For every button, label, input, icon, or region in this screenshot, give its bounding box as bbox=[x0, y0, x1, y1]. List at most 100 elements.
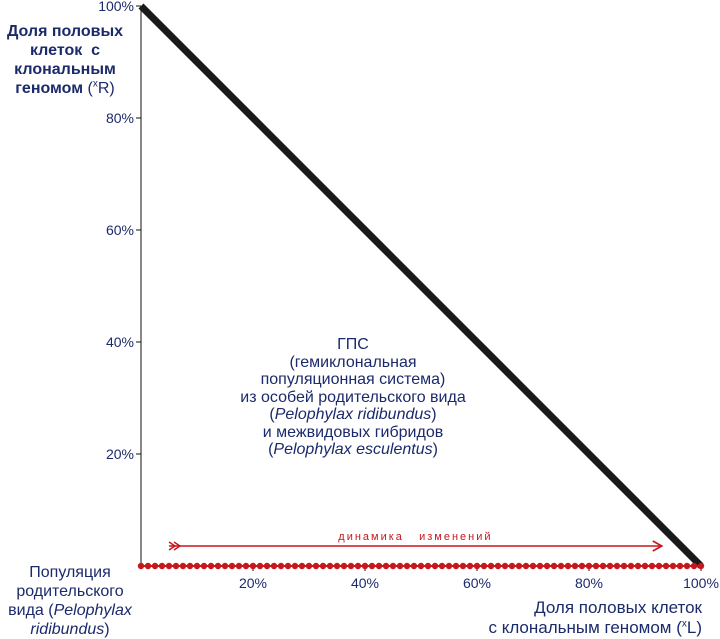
baseline-dot bbox=[151, 562, 159, 570]
baseline-dot bbox=[641, 562, 649, 570]
baseline-dot bbox=[459, 562, 467, 570]
baseline-dot bbox=[228, 562, 236, 570]
baseline-dot bbox=[508, 562, 516, 570]
baseline-dot bbox=[172, 562, 180, 570]
baseline-dot bbox=[298, 562, 306, 570]
annotation-line: ГПС bbox=[337, 336, 369, 353]
baseline-dot bbox=[193, 562, 201, 570]
baseline-dot bbox=[270, 562, 278, 570]
baseline-dot bbox=[305, 562, 313, 570]
diagonal-series-line bbox=[138, 3, 704, 569]
y-axis-label-line: (xR) bbox=[87, 78, 115, 97]
baseline-dot bbox=[277, 562, 285, 570]
baseline-dot bbox=[571, 562, 579, 570]
baseline-dot bbox=[613, 562, 621, 570]
baseline-dot bbox=[480, 562, 488, 570]
baseline-dot bbox=[424, 562, 432, 570]
arrow-tail bbox=[168, 541, 182, 551]
baseline-dot bbox=[403, 562, 411, 570]
baseline-dot bbox=[235, 562, 243, 570]
dynamics-arrow: динамика изменений bbox=[168, 531, 664, 552]
baseline-dot bbox=[592, 562, 600, 570]
baseline-dot bbox=[200, 562, 208, 570]
y-tick-label: 80% bbox=[106, 110, 134, 126]
baseline-dot bbox=[620, 562, 628, 570]
y-axis-label: Доля половых клеток с клональным геномом… bbox=[0, 22, 130, 98]
y-axis-label-line: клональным bbox=[14, 61, 116, 78]
baseline-dot bbox=[375, 562, 383, 570]
y-ticks: 20% 40% 60% 80% 100% bbox=[98, 0, 141, 462]
baseline-dot bbox=[221, 562, 229, 570]
baseline-dot bbox=[382, 562, 390, 570]
x-axis-label-line: Доля половых клеток bbox=[534, 598, 702, 617]
baseline-dot bbox=[165, 562, 173, 570]
baseline-dot bbox=[158, 562, 166, 570]
baseline-dot bbox=[585, 562, 593, 570]
baseline-dot bbox=[179, 562, 187, 570]
baseline-dot bbox=[438, 562, 446, 570]
baseline-dot bbox=[557, 562, 565, 570]
baseline-dot bbox=[263, 562, 271, 570]
x-tick-label: 20% bbox=[239, 575, 267, 591]
baseline-dot bbox=[466, 562, 474, 570]
y-axis-label-line: Доля половых bbox=[6, 23, 124, 40]
baseline-dot bbox=[564, 562, 572, 570]
annotation-line: и межвидовых гибридов bbox=[262, 423, 444, 441]
baseline-dots bbox=[137, 562, 705, 570]
baseline-dot bbox=[333, 562, 341, 570]
x-ticks: 20% 40% 60% 80% 100% bbox=[239, 566, 719, 591]
baseline-dot bbox=[487, 562, 495, 570]
baseline-dot bbox=[683, 562, 691, 570]
x-tick-label: 40% bbox=[351, 575, 379, 591]
baseline-dot bbox=[578, 562, 586, 570]
baseline-dot bbox=[473, 562, 481, 570]
origin-label: Популяция родительского вида (Pelophylax… bbox=[0, 563, 140, 639]
baseline-dot bbox=[690, 562, 698, 570]
baseline-dot bbox=[256, 562, 264, 570]
baseline-dot bbox=[655, 562, 663, 570]
baseline-dot bbox=[144, 562, 152, 570]
x-tick-label: 60% bbox=[463, 575, 491, 591]
baseline-dot bbox=[662, 562, 670, 570]
baseline-dot bbox=[648, 562, 656, 570]
baseline-dot bbox=[445, 562, 453, 570]
baseline-dot bbox=[368, 562, 376, 570]
x-tick-label: 80% bbox=[575, 575, 603, 591]
x-axis-label-line: с клональным геномом (xL) bbox=[488, 618, 702, 637]
annotation-line: из особей родительского вида bbox=[240, 388, 466, 406]
arrow-head bbox=[652, 540, 664, 552]
x-tick-label: 100% bbox=[683, 575, 719, 591]
origin-label-line: родительского bbox=[16, 583, 124, 600]
baseline-dot bbox=[634, 562, 642, 570]
baseline-dot bbox=[676, 562, 684, 570]
series-group bbox=[138, 3, 704, 569]
origin-label-line: вида (Pelophylax bbox=[8, 602, 132, 619]
baseline-dot bbox=[410, 562, 418, 570]
baseline-dot bbox=[340, 562, 348, 570]
annotation-line: (Pelophylax esculentus) bbox=[268, 441, 438, 458]
origin-label-line: ridibundus) bbox=[30, 621, 110, 638]
baseline-dot bbox=[291, 562, 299, 570]
baseline-dot bbox=[522, 562, 530, 570]
baseline-dot bbox=[242, 562, 250, 570]
baseline-dot bbox=[417, 562, 425, 570]
baseline-dot bbox=[550, 562, 558, 570]
baseline-dot bbox=[669, 562, 677, 570]
baseline-dot bbox=[515, 562, 523, 570]
baseline-dot bbox=[452, 562, 460, 570]
baseline-dot bbox=[389, 562, 397, 570]
baseline-dot bbox=[599, 562, 607, 570]
baseline-dot bbox=[536, 562, 544, 570]
y-axis-label-line: клеток с bbox=[29, 42, 101, 59]
baseline-dot bbox=[284, 562, 292, 570]
baseline-dot bbox=[494, 562, 502, 570]
baseline-dot bbox=[606, 562, 614, 570]
baseline-dot bbox=[207, 562, 215, 570]
baseline-dot bbox=[186, 562, 194, 570]
baseline-dot bbox=[319, 562, 327, 570]
baseline-dot bbox=[361, 562, 369, 570]
baseline-dot bbox=[312, 562, 320, 570]
annotation-line: (гемиклональная bbox=[289, 353, 417, 371]
baseline-dot bbox=[249, 562, 257, 570]
origin-label-line: Популяция bbox=[29, 564, 111, 581]
